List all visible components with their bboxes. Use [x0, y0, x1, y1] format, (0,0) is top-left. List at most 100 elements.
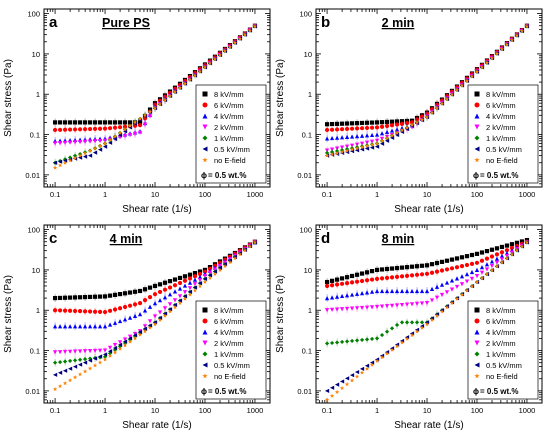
data-point — [479, 250, 485, 255]
data-point — [484, 271, 490, 276]
data-point — [444, 258, 450, 263]
y-tick-label: 100 — [27, 226, 40, 235]
data-point — [207, 270, 213, 275]
data-point — [197, 281, 203, 286]
data-point — [167, 302, 173, 307]
data-point — [157, 101, 163, 106]
data-point — [62, 324, 68, 329]
data-point — [454, 284, 460, 290]
data-point — [454, 276, 460, 281]
data-point — [142, 112, 148, 118]
y-tick-label: 0.01 — [297, 171, 312, 180]
data-point — [474, 267, 480, 273]
data-point — [349, 126, 355, 131]
legend-marker — [202, 135, 208, 141]
data-point — [354, 291, 360, 296]
y-tick-label: 10 — [304, 266, 312, 275]
data-point — [364, 143, 370, 148]
data-point — [117, 130, 123, 135]
data-point — [394, 265, 400, 271]
data-point — [424, 321, 430, 327]
data-point — [364, 366, 370, 371]
data-point — [354, 126, 360, 131]
data-point — [162, 97, 168, 102]
legend-label: 0.5 kV/mm — [486, 145, 522, 154]
x-tick-label: 1 — [375, 190, 379, 199]
data-point — [419, 288, 425, 294]
data-point — [389, 123, 395, 128]
legend-label: 0.5 kV/mm — [214, 145, 250, 154]
x-tick-label: 1 — [103, 406, 107, 415]
legend-marker — [202, 351, 208, 357]
data-point — [344, 149, 350, 155]
data-point — [132, 313, 138, 318]
data-point — [127, 133, 133, 138]
data-point — [57, 359, 63, 365]
data-point — [469, 74, 475, 79]
data-point — [379, 267, 385, 272]
data-point — [369, 289, 375, 294]
data-point — [394, 274, 400, 279]
data-point — [52, 295, 58, 301]
data-point — [197, 69, 203, 74]
panel-c: 0.1 1 10 100 1000 0.01 0.1 1 10 100 Shear rate (1/… — [3, 224, 271, 431]
data-point — [409, 320, 415, 325]
data-point — [62, 359, 68, 364]
data-point — [192, 271, 198, 276]
data-point — [252, 240, 258, 245]
data-point — [172, 289, 178, 294]
series-no-e-field — [324, 24, 530, 158]
data-point — [132, 302, 138, 307]
x-tick-label: 1 — [103, 190, 107, 199]
data-point — [494, 51, 500, 56]
data-point — [449, 266, 455, 271]
data-point — [424, 301, 430, 306]
data-point — [359, 337, 365, 343]
data-point — [102, 120, 108, 125]
data-point — [127, 290, 133, 295]
data-point — [107, 137, 113, 142]
data-point — [364, 278, 370, 283]
data-point — [349, 292, 355, 297]
legend-label: 1 kV/mm — [486, 350, 516, 359]
legend-marker — [474, 373, 480, 379]
data-point — [399, 128, 405, 133]
data-point — [82, 360, 88, 365]
data-point — [419, 272, 425, 277]
data-point — [329, 121, 335, 127]
data-point — [434, 260, 440, 266]
data-point — [57, 120, 63, 125]
data-point — [364, 363, 370, 368]
data-point — [112, 125, 118, 130]
data-point — [414, 120, 420, 125]
data-point — [72, 155, 78, 160]
data-point — [434, 295, 440, 300]
data-point — [339, 149, 345, 154]
data-point — [117, 318, 123, 324]
data-point — [389, 288, 395, 294]
legend-marker — [202, 329, 208, 335]
data-point — [324, 127, 330, 133]
legend-label: no E-field — [486, 372, 518, 381]
x-tick-label: 10 — [151, 190, 159, 199]
data-point — [384, 129, 390, 134]
x-tick-label: 0.1 — [50, 406, 60, 415]
data-point — [359, 126, 365, 131]
panel-title: Pure PS — [102, 16, 150, 30]
data-point — [379, 304, 385, 309]
data-point — [459, 264, 465, 269]
data-point — [182, 278, 188, 283]
data-point — [449, 92, 455, 97]
data-point — [404, 288, 410, 294]
x-tick-label: 100 — [199, 406, 212, 415]
data-point — [82, 150, 88, 156]
legend-marker — [202, 373, 208, 379]
data-point — [429, 262, 435, 267]
data-point — [389, 303, 395, 308]
data-point — [77, 295, 83, 300]
data-point — [404, 126, 410, 132]
data-point — [172, 277, 178, 282]
data-point — [344, 293, 350, 298]
data-point — [187, 286, 193, 291]
